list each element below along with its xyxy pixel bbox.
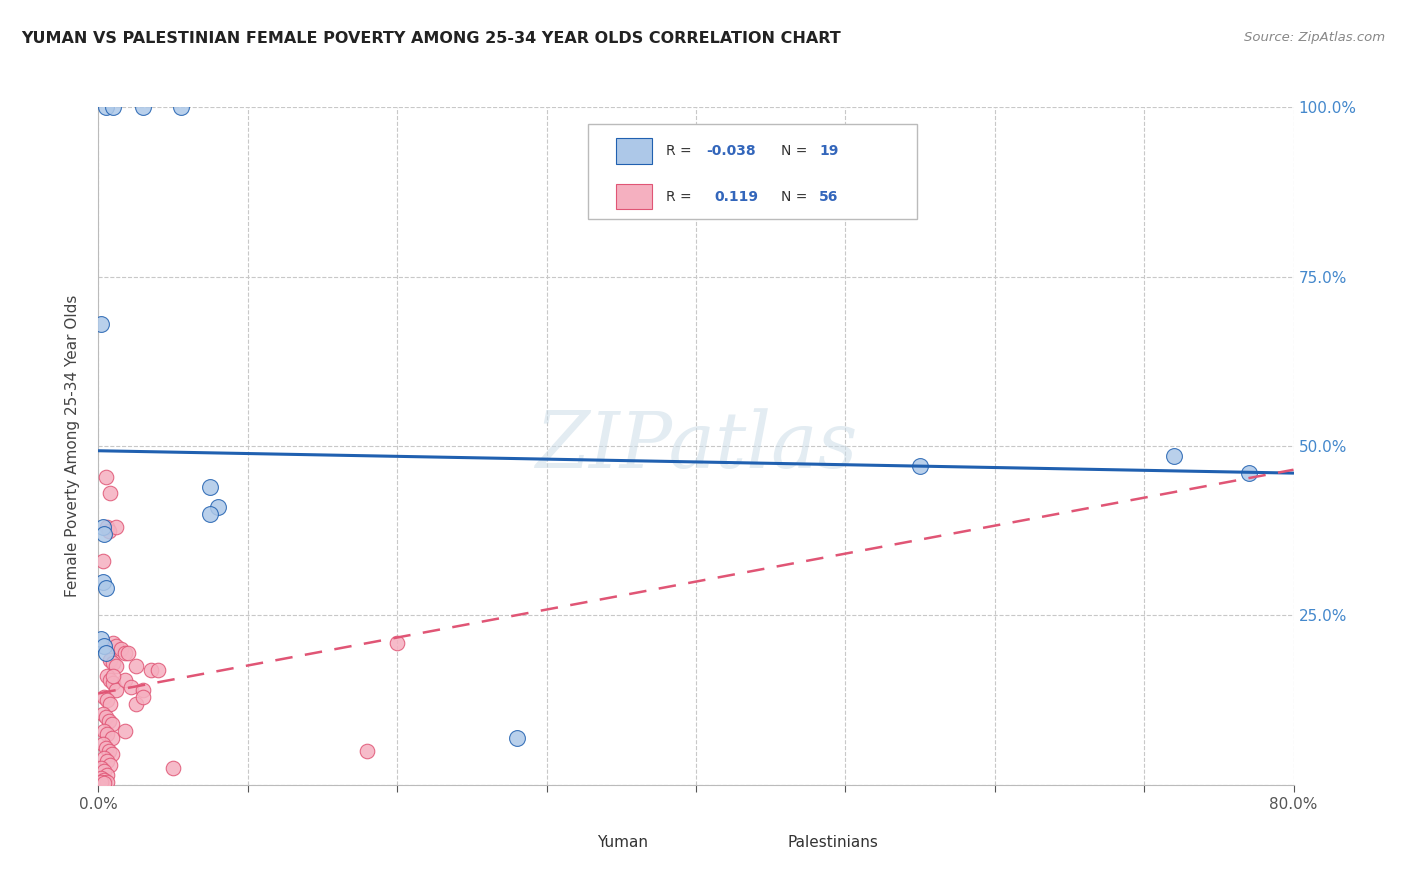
Point xyxy=(96,754,118,768)
Text: N =: N = xyxy=(780,189,811,203)
Point xyxy=(93,764,115,779)
Point xyxy=(96,774,118,789)
Point xyxy=(91,520,114,534)
Point xyxy=(90,632,112,647)
Point xyxy=(94,582,117,596)
Point xyxy=(103,669,125,683)
Text: N =: N = xyxy=(780,145,811,158)
Point xyxy=(98,673,122,687)
Point xyxy=(98,486,122,500)
Point xyxy=(90,771,112,785)
Point xyxy=(96,693,118,707)
Point xyxy=(117,646,139,660)
Point xyxy=(93,639,115,653)
Point xyxy=(125,697,148,711)
Point xyxy=(148,663,170,677)
Point xyxy=(90,775,112,789)
Text: R =: R = xyxy=(666,189,696,203)
Text: 0.119: 0.119 xyxy=(714,189,758,203)
Point xyxy=(105,520,128,534)
Text: Yuman: Yuman xyxy=(596,835,648,850)
Point xyxy=(96,520,118,534)
Point xyxy=(94,646,117,660)
Point xyxy=(506,731,529,745)
FancyBboxPatch shape xyxy=(589,124,917,219)
Point xyxy=(103,100,125,114)
Text: ZIPatlas: ZIPatlas xyxy=(534,408,858,484)
Point xyxy=(114,723,136,738)
Point xyxy=(93,776,115,790)
Point xyxy=(93,527,115,541)
Point xyxy=(105,639,128,653)
Text: R =: R = xyxy=(666,145,696,158)
Text: 56: 56 xyxy=(820,189,838,203)
FancyBboxPatch shape xyxy=(749,832,776,853)
Point xyxy=(162,761,184,775)
Point xyxy=(96,669,118,683)
Point xyxy=(103,656,125,670)
Point xyxy=(91,554,114,568)
Point xyxy=(98,757,122,772)
Point xyxy=(120,680,142,694)
Point xyxy=(1237,466,1260,480)
Point xyxy=(91,706,114,721)
Point xyxy=(101,747,124,762)
Point xyxy=(105,683,128,698)
Point xyxy=(908,459,931,474)
FancyBboxPatch shape xyxy=(616,138,652,164)
Point xyxy=(1163,449,1185,463)
Point xyxy=(105,659,128,673)
Point xyxy=(98,697,122,711)
Point xyxy=(207,500,229,514)
Point xyxy=(93,772,115,787)
Text: 19: 19 xyxy=(820,145,838,158)
Point xyxy=(103,635,125,649)
Point xyxy=(101,717,124,731)
Point xyxy=(139,663,162,677)
Point xyxy=(132,100,155,114)
Point xyxy=(93,690,115,704)
Point xyxy=(94,710,117,724)
Point xyxy=(385,635,409,649)
Point xyxy=(93,723,115,738)
Point xyxy=(97,524,120,538)
Point xyxy=(114,673,136,687)
Point xyxy=(94,740,117,755)
Point xyxy=(93,751,115,765)
Point xyxy=(169,100,191,114)
Point xyxy=(96,727,118,741)
Point xyxy=(96,768,118,782)
Point xyxy=(125,659,148,673)
Point xyxy=(103,676,125,690)
Point xyxy=(114,646,136,660)
Point xyxy=(94,100,117,114)
Point xyxy=(91,574,114,589)
Text: YUMAN VS PALESTINIAN FEMALE POVERTY AMONG 25-34 YEAR OLDS CORRELATION CHART: YUMAN VS PALESTINIAN FEMALE POVERTY AMON… xyxy=(21,31,841,46)
Text: Source: ZipAtlas.com: Source: ZipAtlas.com xyxy=(1244,31,1385,45)
Point xyxy=(200,480,222,494)
Point xyxy=(90,761,112,775)
Point xyxy=(356,744,378,758)
Point xyxy=(110,642,132,657)
Point xyxy=(200,507,222,521)
Point xyxy=(98,652,122,666)
Text: -0.038: -0.038 xyxy=(707,145,756,158)
Point xyxy=(132,690,155,704)
FancyBboxPatch shape xyxy=(558,832,585,853)
Text: Palestinians: Palestinians xyxy=(787,835,879,850)
Point xyxy=(132,683,155,698)
Point xyxy=(101,731,124,745)
Point xyxy=(90,317,112,331)
Point xyxy=(97,744,120,758)
Point xyxy=(94,469,117,483)
Y-axis label: Female Poverty Among 25-34 Year Olds: Female Poverty Among 25-34 Year Olds xyxy=(65,295,80,597)
FancyBboxPatch shape xyxy=(616,184,652,210)
Point xyxy=(97,714,120,728)
Point xyxy=(91,737,114,751)
